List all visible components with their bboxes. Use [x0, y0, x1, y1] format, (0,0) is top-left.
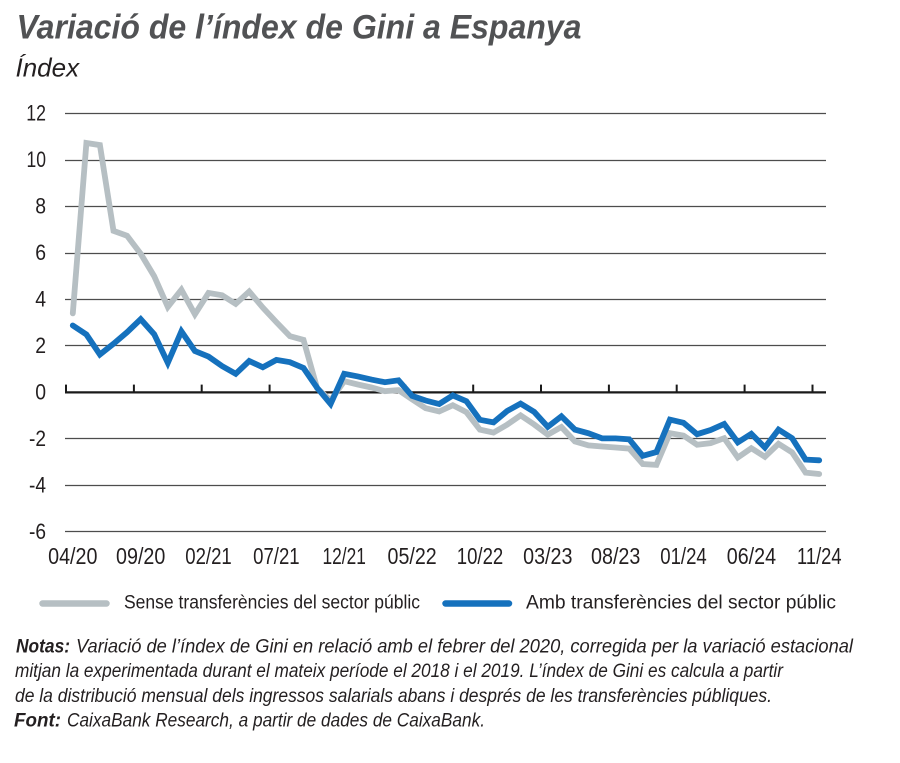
- svg-text:02/21: 02/21: [185, 543, 232, 569]
- svg-text:09/20: 09/20: [116, 543, 165, 569]
- svg-text:06/24: 06/24: [727, 543, 776, 569]
- svg-text:Notas:: Notas:: [16, 636, 70, 658]
- svg-text:0: 0: [35, 379, 46, 404]
- svg-text:10: 10: [27, 147, 47, 172]
- svg-text:Índex: Índex: [16, 53, 81, 83]
- svg-text:12/21: 12/21: [323, 543, 366, 569]
- svg-text:2: 2: [35, 333, 46, 358]
- svg-text:01/24: 01/24: [660, 543, 707, 569]
- svg-text:8: 8: [35, 194, 46, 219]
- svg-text:-4: -4: [29, 472, 46, 497]
- svg-text:03/23: 03/23: [523, 543, 572, 569]
- svg-text:Amb transferències del sector: Amb transferències del sector públic: [526, 592, 836, 614]
- svg-text:Variació de l’índex de Gini a: Variació de l’índex de Gini a Espanya: [17, 8, 582, 46]
- svg-text:4: 4: [35, 286, 46, 311]
- svg-text:08/23: 08/23: [591, 543, 640, 569]
- svg-text:-2: -2: [29, 426, 46, 451]
- svg-text:04/20: 04/20: [48, 543, 97, 569]
- svg-text:07/21: 07/21: [253, 543, 300, 569]
- svg-text:10/22: 10/22: [457, 543, 504, 569]
- svg-text:12: 12: [26, 101, 46, 126]
- svg-text:CaixaBank Research, a partir d: CaixaBank Research, a partir de dades de…: [67, 710, 485, 732]
- svg-text:de la distribució mensual dels: de la distribució mensual dels ingressos…: [15, 685, 772, 707]
- svg-text:11/24: 11/24: [797, 543, 842, 569]
- svg-text:05/22: 05/22: [388, 543, 437, 569]
- svg-text:6: 6: [35, 240, 46, 265]
- svg-text:mitjan la experimentada durant: mitjan la experimentada durant el mateix…: [15, 660, 784, 682]
- svg-text:Variació de l’índex de Gini en: Variació de l’índex de Gini en relació a…: [76, 636, 854, 658]
- svg-text:-6: -6: [29, 519, 46, 544]
- svg-text:Sense transferències del secto: Sense transferències del sector públic: [124, 592, 420, 614]
- svg-text:Font:: Font:: [14, 710, 61, 732]
